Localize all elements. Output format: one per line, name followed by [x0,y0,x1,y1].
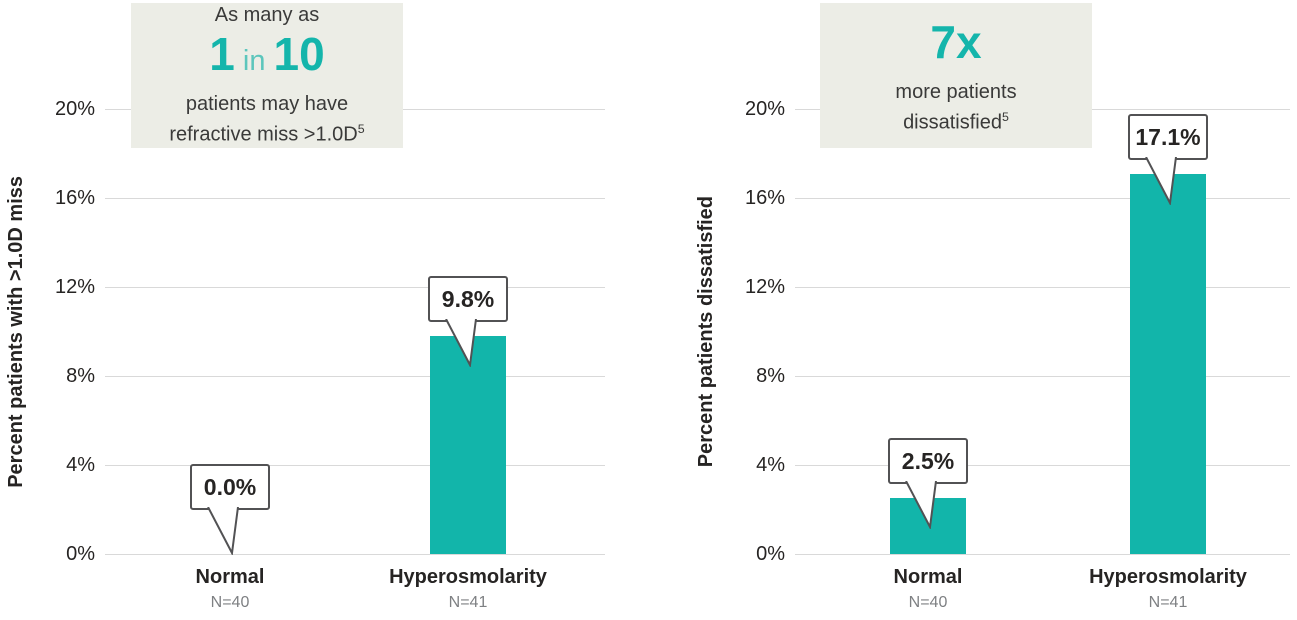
x-category-label: Hyperosmolarity [389,566,547,588]
y-tick-label: 20% [54,98,95,120]
y-tick-label: 12% [744,276,785,298]
value-callout: 9.8% [428,276,508,322]
gridline [795,198,1290,199]
y-tick-label: 8% [756,365,785,387]
gridline [795,465,1290,466]
gridline [795,554,1290,555]
sample-size-label: N=41 [448,594,488,611]
highlight-line: more patients [895,80,1017,103]
gridline [105,287,605,288]
y-axis-title-text: Percent patients dissatisfied [694,195,717,468]
gridline [105,376,605,377]
plot-area: Percent patients with >1.0D miss 20% 16% 1… [5,98,605,611]
footnote-marker: 5 [1002,109,1009,124]
y-tick-label: 8% [66,365,95,387]
sample-size-label: N=40 [908,594,948,611]
bar-hyperosmolarity [1130,174,1206,554]
highlight-big-text: 10 [273,28,325,81]
bar-hyperosmolarity [430,336,506,554]
y-tick-label: 16% [54,187,95,209]
sample-size-label: N=41 [1148,594,1188,611]
gridline [105,554,605,555]
highlight-big: 7x [930,16,981,80]
plot-area: Percent patients dissatisfied 20% 16% 12% 8… [695,98,1290,611]
x-category-label: Normal [893,566,963,588]
value-callout-tail [1143,156,1183,207]
highlight-callout: 7x more patients dissatisfied5 [820,3,1092,148]
y-tick-label: 16% [744,187,785,209]
highlight-line: patients may have [185,93,349,116]
y-tick-label: 20% [744,98,785,120]
value-callout-tail [903,480,943,531]
y-tick-label: 0% [756,543,785,565]
highlight-big: 1 in 10 [209,28,324,92]
value-callout-tail [443,318,483,369]
y-axis-title: Percent patients dissatisfied [689,109,723,554]
highlight-callout: As many as 1 in 10 patients may have refr… [131,3,403,148]
y-tick-label: 4% [756,454,785,476]
value-callout: 17.1% [1128,114,1208,160]
y-tick-label: 12% [54,276,95,298]
sample-size-label: N=40 [210,594,250,611]
highlight-intro: As many as [214,4,320,27]
y-tick-label: 0% [66,543,95,565]
gridline [105,198,605,199]
value-callout: 2.5% [888,438,968,484]
value-callout-tail [205,506,245,557]
gridline [795,287,1290,288]
highlight-big-text: 1 [209,28,235,81]
highlight-line: dissatisfied5 [903,109,1009,134]
x-category-label: Normal [195,566,265,588]
value-callout: 0.0% [190,464,270,510]
gridline [105,465,605,466]
highlight-big-text: in [234,45,274,78]
highlight-line: refractive miss >1.0D5 [169,122,365,146]
highlight-text: more patients dissatisfied5 [895,80,1016,136]
gridline [795,376,1290,377]
highlight-text: patients may have refractive miss >1.0D5 [169,92,364,148]
footnote-marker: 5 [357,122,365,137]
y-tick-label: 4% [66,454,95,476]
x-category-label: Hyperosmolarity [1089,566,1247,588]
highlight-big-text: 7x [930,15,982,68]
